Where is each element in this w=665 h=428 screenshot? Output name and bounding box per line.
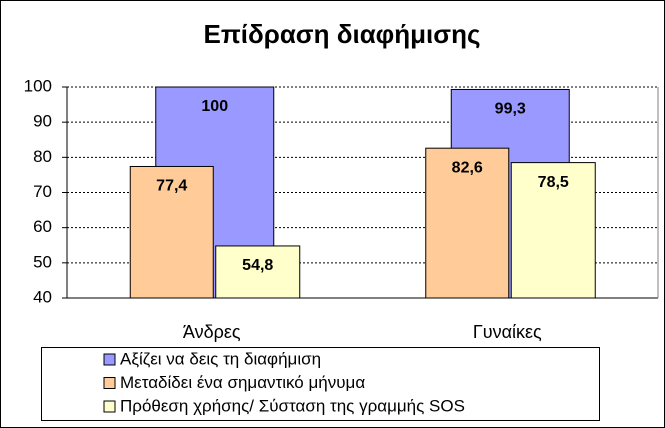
data-label: 77,4 bbox=[156, 178, 187, 195]
bar bbox=[510, 162, 596, 299]
y-tick-label: 70 bbox=[33, 182, 52, 201]
legend-label: Μεταδίδει ένα σημαντικό μήνυμα bbox=[120, 373, 365, 392]
y-tick-label: 40 bbox=[33, 287, 52, 306]
x-tick-label: Γυναίκες bbox=[473, 322, 542, 342]
data-label: 82,6 bbox=[452, 159, 483, 176]
legend-label: Αξίζει να δεις τη διαφήμιση bbox=[120, 349, 321, 368]
data-label: 78,5 bbox=[538, 174, 569, 191]
y-tick-label: 60 bbox=[33, 217, 52, 236]
legend-swatch bbox=[103, 377, 116, 389]
x-tick-label: Άνδρες bbox=[183, 322, 241, 342]
legend-box bbox=[41, 347, 600, 421]
y-tick-label: 90 bbox=[33, 112, 52, 131]
chart-title: Επίδραση διαφήμισης bbox=[204, 19, 481, 49]
y-tick-label: 80 bbox=[33, 147, 52, 166]
legend-swatch bbox=[103, 353, 116, 366]
data-label: 100 bbox=[201, 98, 228, 115]
legend-swatch bbox=[103, 400, 116, 413]
bar bbox=[425, 147, 510, 299]
data-label: 99,3 bbox=[495, 101, 526, 118]
y-tick-label: 50 bbox=[33, 252, 52, 271]
data-label: 54,8 bbox=[242, 257, 273, 274]
legend-label: Πρόθεση χρήσης/ Σύσταση της γραμμής SOS bbox=[120, 396, 465, 415]
y-tick-label: 100 bbox=[24, 76, 52, 95]
